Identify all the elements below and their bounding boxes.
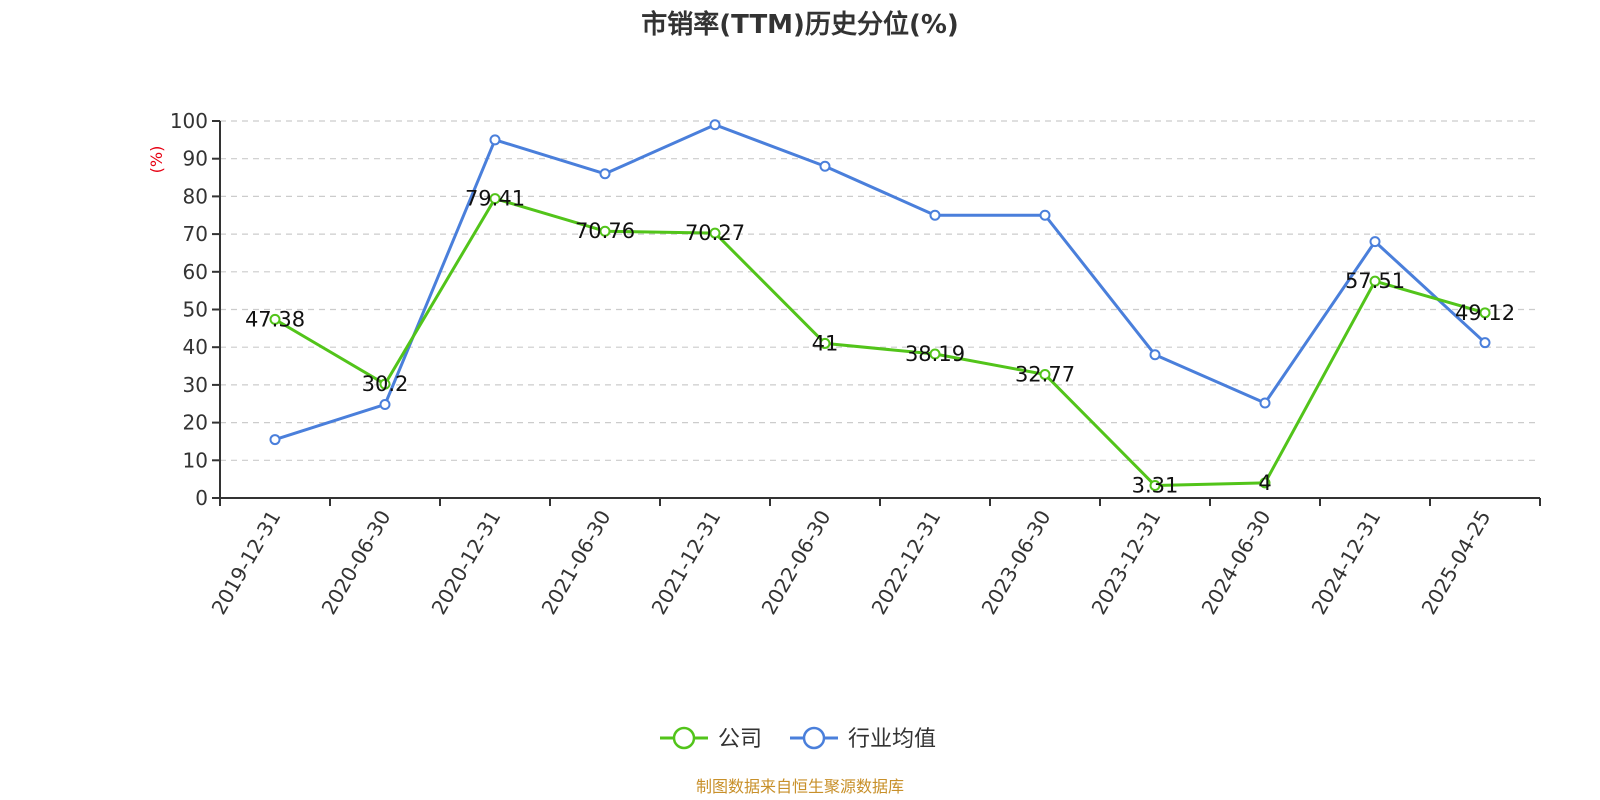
x-tick-label: 2020-06-30 — [316, 506, 395, 619]
data-point-1[interactable] — [1369, 236, 1381, 248]
y-tick-label: 20 — [183, 411, 208, 435]
data-label: 47.38 — [245, 307, 305, 331]
x-tick-label: 2022-12-31 — [866, 506, 945, 619]
x-tick-label: 2024-06-30 — [1196, 506, 1275, 619]
data-point-1[interactable] — [1259, 397, 1271, 409]
series — [269, 119, 1491, 492]
data-point-0[interactable] — [489, 193, 501, 205]
data-point-1[interactable] — [709, 119, 721, 131]
series-line-1 — [274, 123, 1487, 441]
y-tick-label: 100 — [170, 109, 208, 133]
data-point-1[interactable] — [1039, 209, 1051, 221]
data-label: 70.76 — [575, 219, 635, 243]
data-point-0[interactable] — [819, 337, 831, 349]
data-label: 49.12 — [1455, 301, 1515, 325]
legend-label-industry-average: 行业均值 — [848, 727, 936, 752]
data-point-1[interactable] — [929, 209, 941, 221]
x-tick-label: 2023-12-31 — [1086, 506, 1165, 619]
data-point-1[interactable] — [269, 434, 281, 446]
y-tick-label: 10 — [183, 448, 208, 472]
y-axis-label: (%) — [147, 146, 166, 174]
data-point-1[interactable] — [379, 399, 391, 411]
x-tick-label: 2021-12-31 — [646, 506, 725, 619]
data-point-0[interactable] — [1369, 275, 1381, 287]
chart-title: 市销率(TTM)历史分位(%) — [641, 9, 959, 40]
y-tick-label: 60 — [183, 260, 208, 284]
legend: 公司 行业均值 — [660, 726, 936, 752]
data-label: 3.31 — [1132, 474, 1179, 498]
data-point-1[interactable] — [489, 134, 501, 146]
data-point-0[interactable] — [379, 378, 391, 390]
data-label: 4 — [1258, 471, 1271, 495]
axes: 0 10 20 30 40 50 60 70 80 90 100 2019-12-31 2020-06-… — [170, 109, 1541, 619]
data-source: 制图数据来自恒生聚源数据库 — [696, 777, 904, 796]
data-point-0[interactable] — [1479, 307, 1491, 319]
data-label: 32.77 — [1015, 362, 1075, 386]
data-point-0[interactable] — [269, 313, 281, 325]
data-labels: 47.38 30.2 79.41 70.76 70.27 41 38.19 32.77 3.31… — [245, 187, 1515, 498]
y-tick-label: 0 — [195, 486, 208, 510]
data-label: 30.2 — [362, 372, 409, 396]
data-point-0[interactable] — [1149, 480, 1161, 492]
data-label: 38.19 — [905, 342, 965, 366]
data-point-0[interactable] — [709, 227, 721, 239]
series-line-0 — [274, 197, 1486, 488]
y-tick-label: 90 — [183, 147, 208, 171]
data-point-0[interactable] — [1259, 477, 1271, 489]
y-tick-label: 30 — [183, 373, 208, 397]
data-point-1[interactable] — [599, 168, 611, 180]
y-tick-label: 80 — [183, 184, 208, 208]
data-point-0[interactable] — [929, 348, 941, 360]
x-tick-label: 2020-12-31 — [426, 506, 505, 619]
legend-label-company: 公司 — [718, 727, 762, 752]
x-tick-label: 2025-04-25 — [1416, 506, 1495, 619]
y-tick-label: 40 — [183, 335, 208, 359]
data-point-1[interactable] — [1479, 337, 1491, 349]
data-point-1[interactable] — [819, 160, 831, 172]
data-point-1[interactable] — [1149, 349, 1161, 361]
data-point-0[interactable] — [599, 225, 611, 237]
data-point-0[interactable] — [1039, 368, 1051, 380]
y-tick-label: 50 — [183, 298, 208, 322]
x-tick-label: 2023-06-30 — [976, 506, 1055, 619]
y-tick-label: 70 — [183, 222, 208, 246]
x-tick-label: 2022-06-30 — [756, 506, 835, 619]
data-label: 41 — [812, 331, 839, 355]
x-tick-label: 2021-06-30 — [536, 506, 615, 619]
x-tick-label: 2024-12-31 — [1306, 506, 1385, 619]
data-label: 70.27 — [685, 221, 745, 245]
data-label: 57.51 — [1345, 269, 1405, 293]
x-tick-label: 2019-12-31 — [206, 506, 285, 619]
legend-item-industry-average[interactable]: 行业均值 — [790, 726, 936, 752]
data-label: 79.41 — [465, 187, 525, 211]
legend-item-company[interactable]: 公司 — [660, 726, 762, 752]
